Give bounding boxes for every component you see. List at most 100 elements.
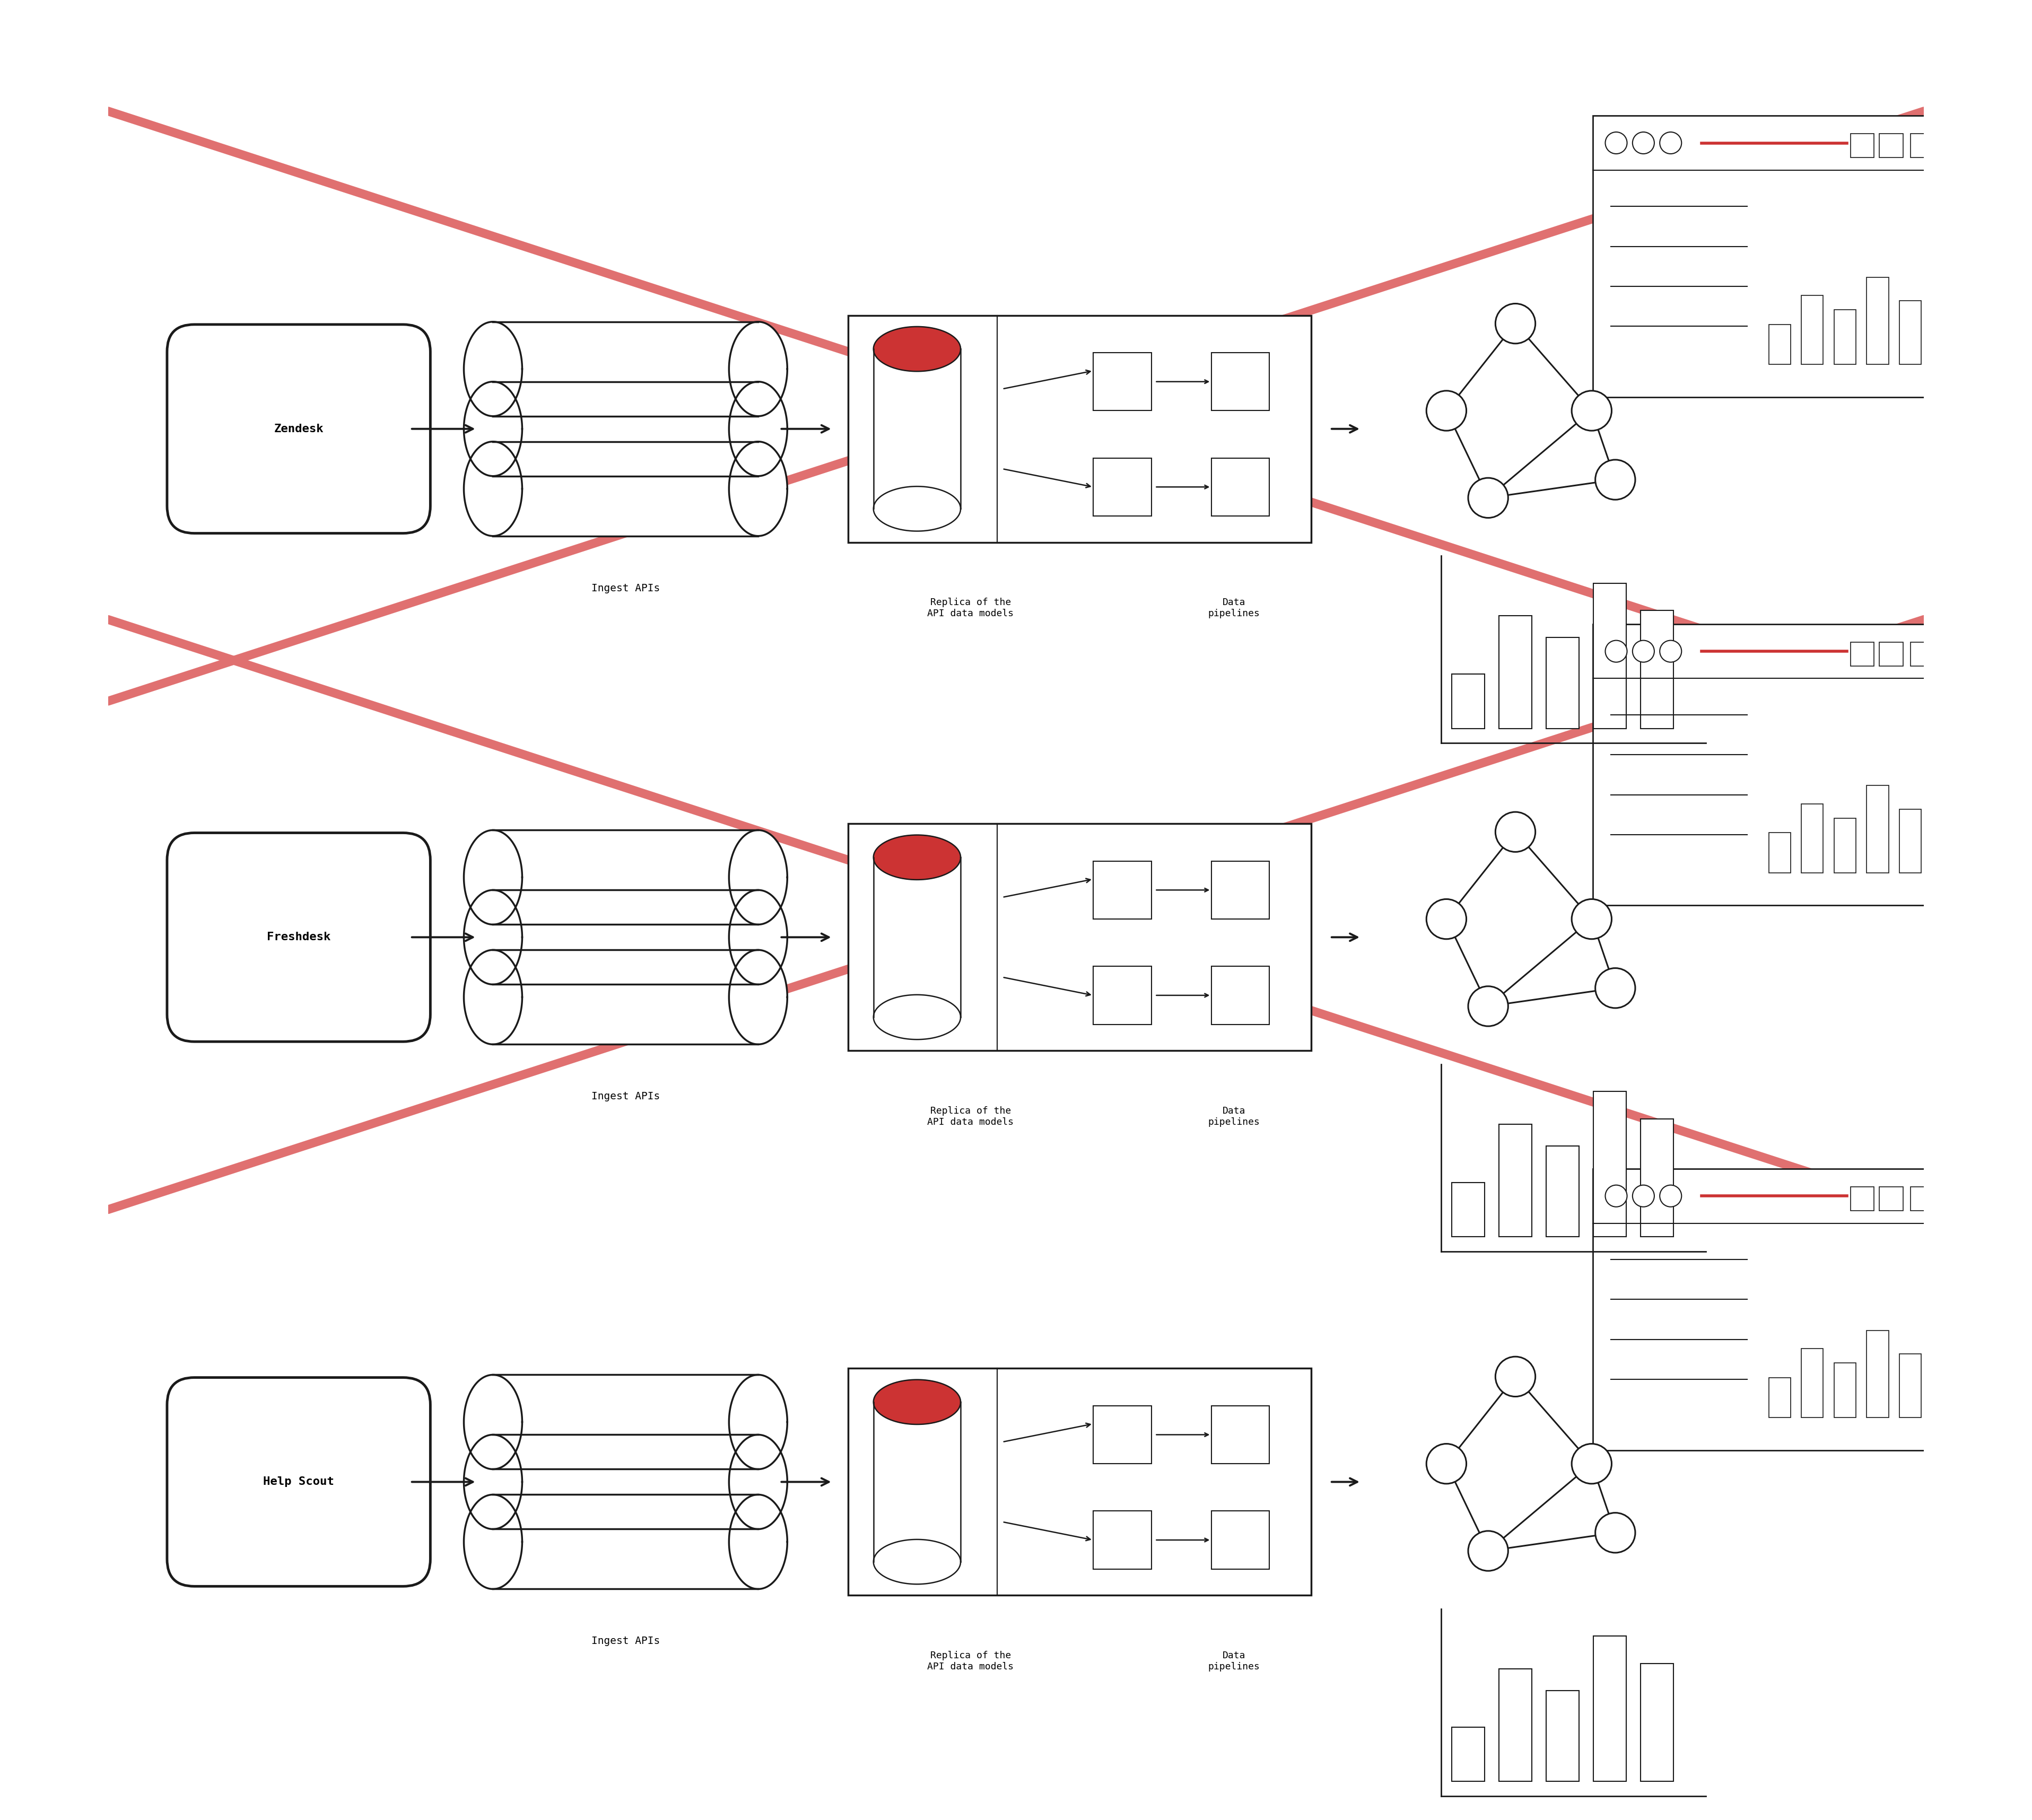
FancyBboxPatch shape — [1211, 353, 1270, 411]
Polygon shape — [729, 890, 786, 985]
Polygon shape — [463, 830, 522, 925]
FancyBboxPatch shape — [1910, 642, 1934, 666]
Polygon shape — [729, 1494, 786, 1589]
FancyBboxPatch shape — [1546, 637, 1579, 728]
Polygon shape — [874, 1540, 961, 1583]
Polygon shape — [729, 950, 786, 1045]
Text: Ingest APIs: Ingest APIs — [591, 582, 660, 593]
Polygon shape — [874, 857, 961, 1017]
Polygon shape — [874, 486, 961, 531]
FancyBboxPatch shape — [1211, 1405, 1270, 1463]
Circle shape — [1595, 460, 1636, 500]
FancyBboxPatch shape — [1451, 1727, 1485, 1782]
Text: Data
pipelines: Data pipelines — [1207, 1107, 1260, 1127]
FancyBboxPatch shape — [167, 324, 431, 533]
FancyBboxPatch shape — [1835, 309, 1855, 364]
Circle shape — [1469, 986, 1508, 1026]
Circle shape — [1632, 641, 1654, 662]
FancyBboxPatch shape — [1500, 1669, 1532, 1782]
FancyBboxPatch shape — [847, 1369, 1311, 1596]
Circle shape — [1469, 1531, 1508, 1571]
Polygon shape — [494, 382, 758, 477]
Circle shape — [1660, 1185, 1682, 1207]
Polygon shape — [463, 950, 522, 1045]
FancyBboxPatch shape — [1900, 1354, 1920, 1418]
Circle shape — [1660, 133, 1682, 155]
Circle shape — [1496, 812, 1536, 852]
Circle shape — [1595, 968, 1636, 1008]
FancyBboxPatch shape — [1768, 1378, 1790, 1418]
Text: Data
pipelines: Data pipelines — [1207, 1651, 1260, 1671]
Circle shape — [1426, 899, 1467, 939]
Polygon shape — [494, 442, 758, 537]
FancyBboxPatch shape — [1093, 1511, 1152, 1569]
FancyBboxPatch shape — [1802, 804, 1823, 874]
Circle shape — [1496, 1356, 1536, 1396]
FancyBboxPatch shape — [1546, 1691, 1579, 1782]
Text: Replica of the
API data models: Replica of the API data models — [927, 1107, 1014, 1127]
FancyBboxPatch shape — [1835, 819, 1855, 874]
Polygon shape — [729, 1374, 786, 1469]
Polygon shape — [463, 382, 522, 477]
FancyBboxPatch shape — [1867, 786, 1888, 874]
Circle shape — [1660, 641, 1682, 662]
FancyBboxPatch shape — [167, 834, 431, 1041]
Polygon shape — [729, 1434, 786, 1529]
FancyBboxPatch shape — [1093, 1405, 1152, 1463]
FancyBboxPatch shape — [1802, 295, 1823, 364]
FancyBboxPatch shape — [1451, 673, 1485, 728]
FancyBboxPatch shape — [1211, 1511, 1270, 1569]
Polygon shape — [729, 382, 786, 477]
FancyBboxPatch shape — [1851, 642, 1874, 666]
FancyBboxPatch shape — [1867, 1330, 1888, 1418]
FancyBboxPatch shape — [1546, 1147, 1579, 1238]
Text: Help Scout: Help Scout — [264, 1476, 333, 1487]
Text: Ingest APIs: Ingest APIs — [591, 1092, 660, 1101]
Circle shape — [1426, 391, 1467, 431]
FancyBboxPatch shape — [1910, 135, 1934, 158]
Polygon shape — [463, 1374, 522, 1469]
FancyBboxPatch shape — [1093, 353, 1152, 411]
Text: Ingest APIs: Ingest APIs — [591, 1636, 660, 1647]
FancyBboxPatch shape — [167, 1378, 431, 1587]
Circle shape — [1632, 1185, 1654, 1207]
FancyBboxPatch shape — [1093, 966, 1152, 1025]
Circle shape — [1571, 1443, 1611, 1483]
Polygon shape — [729, 442, 786, 535]
Circle shape — [1605, 1185, 1628, 1207]
FancyBboxPatch shape — [847, 315, 1311, 542]
FancyBboxPatch shape — [1802, 1349, 1823, 1418]
FancyBboxPatch shape — [1500, 1125, 1532, 1238]
Polygon shape — [874, 996, 961, 1039]
FancyBboxPatch shape — [1500, 615, 1532, 728]
FancyBboxPatch shape — [1640, 610, 1674, 728]
Polygon shape — [463, 442, 522, 535]
Polygon shape — [494, 950, 758, 1045]
FancyBboxPatch shape — [1867, 277, 1888, 364]
Polygon shape — [463, 890, 522, 985]
Polygon shape — [463, 322, 522, 417]
FancyBboxPatch shape — [1880, 1187, 1904, 1210]
Polygon shape — [494, 1374, 758, 1469]
FancyBboxPatch shape — [1593, 582, 1626, 728]
FancyBboxPatch shape — [1851, 1187, 1874, 1210]
FancyBboxPatch shape — [1593, 1092, 1626, 1238]
FancyBboxPatch shape — [1768, 834, 1790, 874]
Text: Replica of the
API data models: Replica of the API data models — [927, 597, 1014, 619]
Polygon shape — [874, 326, 961, 371]
Polygon shape — [729, 322, 786, 417]
Polygon shape — [874, 1401, 961, 1562]
Polygon shape — [463, 1494, 522, 1589]
Polygon shape — [463, 1434, 522, 1529]
Circle shape — [1571, 899, 1611, 939]
FancyBboxPatch shape — [1900, 810, 1920, 874]
FancyBboxPatch shape — [1593, 1636, 1626, 1782]
FancyBboxPatch shape — [1211, 861, 1270, 919]
Polygon shape — [494, 890, 758, 985]
FancyBboxPatch shape — [1900, 300, 1920, 364]
FancyBboxPatch shape — [1835, 1363, 1855, 1418]
Polygon shape — [729, 830, 786, 925]
FancyBboxPatch shape — [1211, 966, 1270, 1025]
FancyBboxPatch shape — [1768, 324, 1790, 364]
Circle shape — [1469, 479, 1508, 519]
